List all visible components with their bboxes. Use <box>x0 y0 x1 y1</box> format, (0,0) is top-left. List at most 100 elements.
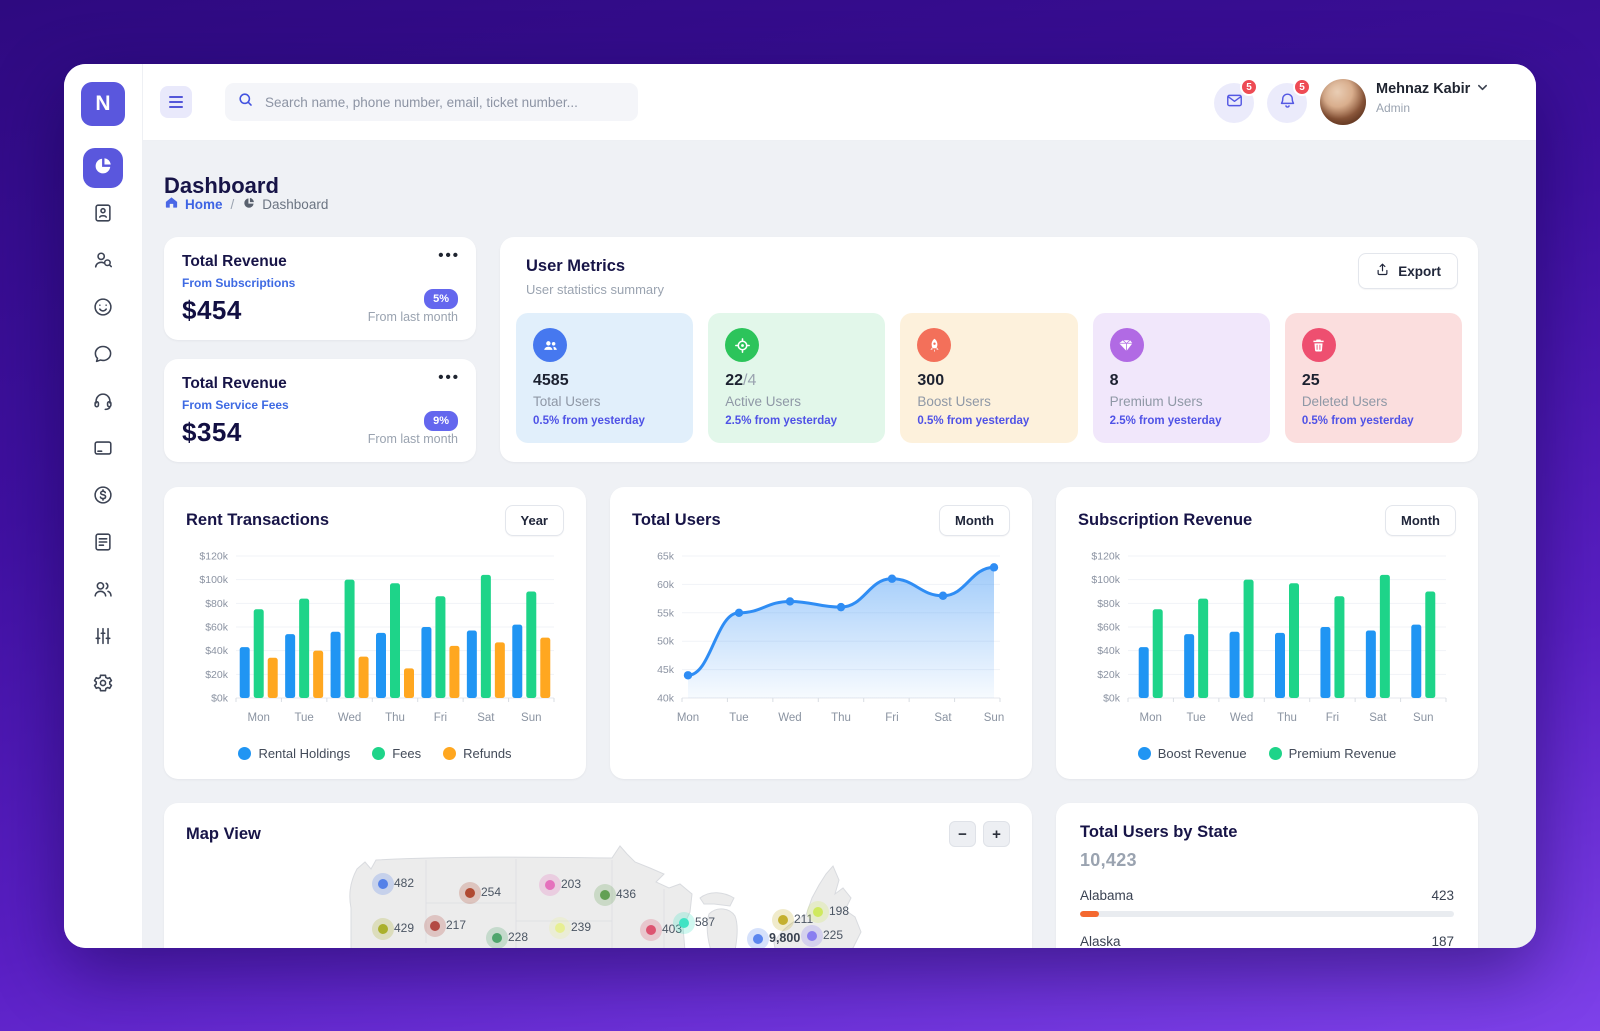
pie-chart-icon <box>242 196 256 213</box>
svg-text:$20k: $20k <box>205 669 229 681</box>
svg-text:$80k: $80k <box>1097 598 1121 610</box>
mail-button[interactable]: 5 <box>1214 78 1258 123</box>
export-button[interactable]: Export <box>1358 253 1458 289</box>
breadcrumb: Home / Dashboard <box>164 195 328 213</box>
chart-title: Subscription Revenue <box>1078 511 1253 529</box>
export-icon <box>1375 262 1390 280</box>
svg-text:$80k: $80k <box>205 598 229 610</box>
svg-text:Wed: Wed <box>778 712 801 724</box>
svg-text:Sun: Sun <box>984 712 1004 724</box>
user-name: Mehnaz Kabir <box>1376 81 1471 97</box>
svg-text:Thu: Thu <box>1277 712 1297 724</box>
sidebar-item-payments[interactable] <box>83 477 123 517</box>
sidebar-item-filters[interactable] <box>83 618 123 658</box>
metric-tile-deleted-users[interactable]: 25 Deleted Users 0.5% from yesterday <box>1284 313 1463 443</box>
svg-text:Sat: Sat <box>1369 712 1387 724</box>
kebab-menu-icon[interactable]: ••• <box>438 247 460 264</box>
breadcrumb-current: Dashboard <box>242 196 328 213</box>
emoji-face-icon <box>92 296 114 323</box>
sidebar-nav <box>64 148 142 712</box>
period-selector-month[interactable]: Month <box>1385 505 1456 536</box>
delta-note: From last month <box>367 310 458 324</box>
svg-text:40k: 40k <box>657 693 675 705</box>
svg-text:$100k: $100k <box>199 574 228 586</box>
metric-tile-total-users[interactable]: 4585 Total Users 0.5% from yesterday <box>516 313 694 443</box>
period-selector-year[interactable]: Year <box>504 505 564 536</box>
sidebar-item-settings[interactable] <box>83 665 123 705</box>
chart-title: Rent Transactions <box>186 511 330 529</box>
state-row: Alaska 187 <box>1080 934 1454 948</box>
delta-badge: 5% <box>424 289 458 309</box>
breadcrumb-separator: / <box>230 196 235 212</box>
sidebar-item-messages[interactable] <box>83 336 123 376</box>
rent-transactions-chart: $0k $20k $40k $60k $80k $100k $120k Mon Tue Wed Th… <box>199 551 555 724</box>
metric-tile-active-users[interactable]: 22/4 Active Users 2.5% from yesterday <box>708 313 886 443</box>
svg-text:Fri: Fri <box>885 712 898 724</box>
card-subtitle: From Subscriptions <box>182 276 296 290</box>
page-title: Dashboard <box>164 172 279 198</box>
sidebar-item-dashboard[interactable] <box>83 148 123 188</box>
user-menu[interactable]: Mehnaz Kabir Admin <box>1376 81 1488 115</box>
svg-text:$100k: $100k <box>1091 574 1120 586</box>
metric-tile-boost-users[interactable]: 300 Boost Users 0.5% from yesterday <box>900 313 1078 443</box>
svg-text:Sun: Sun <box>521 712 541 724</box>
map-zoom-in-button[interactable]: + <box>983 821 1010 847</box>
svg-text:Sun: Sun <box>1413 712 1433 724</box>
state-rows: Alabama 423 Alaska 187 <box>1080 888 1454 948</box>
app-logo[interactable]: N <box>81 82 125 126</box>
sidebar-item-feedback[interactable] <box>83 289 123 329</box>
legend-item: Refunds <box>443 746 512 761</box>
main-content: Dashboard Home / Dashboard To <box>142 140 1536 948</box>
sidebar-item-users[interactable] <box>83 571 123 611</box>
legend-item: Premium Revenue <box>1268 746 1396 761</box>
kebab-menu-icon[interactable]: ••• <box>438 369 460 386</box>
state-value: 187 <box>1431 934 1454 948</box>
gear-icon <box>92 672 114 699</box>
trash-icon <box>1301 328 1336 362</box>
sidebar-item-id-card[interactable] <box>83 195 123 235</box>
map-view-card: 482 254 203 436 429 217 228 239 403 587 9,800 225 21… <box>164 803 1032 948</box>
metric-tile-premium-users[interactable]: 8 Premium Users 2.5% from yesterday <box>1092 313 1270 443</box>
sidebar: N <box>64 64 143 948</box>
user-avatar[interactable] <box>1320 79 1366 125</box>
chart-legend: Rental Holdings Fees Refunds <box>186 746 564 761</box>
menu-toggle-button[interactable] <box>160 86 192 118</box>
period-selector-month[interactable]: Month <box>939 505 1010 536</box>
svg-text:$40k: $40k <box>1097 645 1121 657</box>
id-badge-icon <box>92 202 114 229</box>
svg-text:Tue: Tue <box>1186 712 1205 724</box>
state-name: Alaska <box>1080 934 1121 948</box>
metric-tiles: 4585 Total Users 0.5% from yesterday 22/… <box>516 313 1463 443</box>
sidebar-item-user-search[interactable] <box>83 242 123 282</box>
state-name: Alabama <box>1080 888 1134 903</box>
users-icon <box>92 578 114 605</box>
svg-text:55k: 55k <box>657 607 675 619</box>
svg-text:65k: 65k <box>657 551 675 563</box>
sidebar-item-cards[interactable] <box>83 430 123 470</box>
sidebar-item-invoices[interactable] <box>83 524 123 564</box>
search-input[interactable] <box>263 93 626 111</box>
svg-text:$40k: $40k <box>205 645 229 657</box>
svg-text:Thu: Thu <box>831 712 851 724</box>
chart-legend: Boost Revenue Premium Revenue <box>1078 746 1456 761</box>
headset-icon <box>92 390 114 417</box>
users-by-state-card: Total Users by State 10,423 Alabama 423 A… <box>1056 803 1478 948</box>
breadcrumb-home-link[interactable]: Home <box>164 195 223 213</box>
svg-text:$120k: $120k <box>199 551 228 563</box>
map-canvas[interactable]: 482 254 203 436 429 217 228 239 403 587 9,800 225 21… <box>164 803 1032 948</box>
map-zoom-out-button[interactable]: − <box>949 821 976 847</box>
state-progress-bar <box>1080 911 1454 917</box>
rent-transactions-card: Rent Transactions Year $0k $20k $40k $60k $8… <box>164 487 586 779</box>
target-icon <box>725 328 760 362</box>
search-bar[interactable] <box>225 83 638 121</box>
revenue-card-service-fees: Total Revenue From Service Fees ••• 9% $… <box>164 359 476 462</box>
svg-text:45k: 45k <box>657 664 675 676</box>
delta-badge: 9% <box>424 411 458 431</box>
sliders-icon <box>92 625 114 652</box>
svg-text:$0k: $0k <box>211 693 229 705</box>
notifications-button[interactable]: 5 <box>1267 78 1311 123</box>
svg-text:$120k: $120k <box>1091 551 1120 563</box>
sidebar-item-support[interactable] <box>83 383 123 423</box>
svg-text:Wed: Wed <box>1230 712 1253 724</box>
svg-text:Mon: Mon <box>1140 712 1162 724</box>
